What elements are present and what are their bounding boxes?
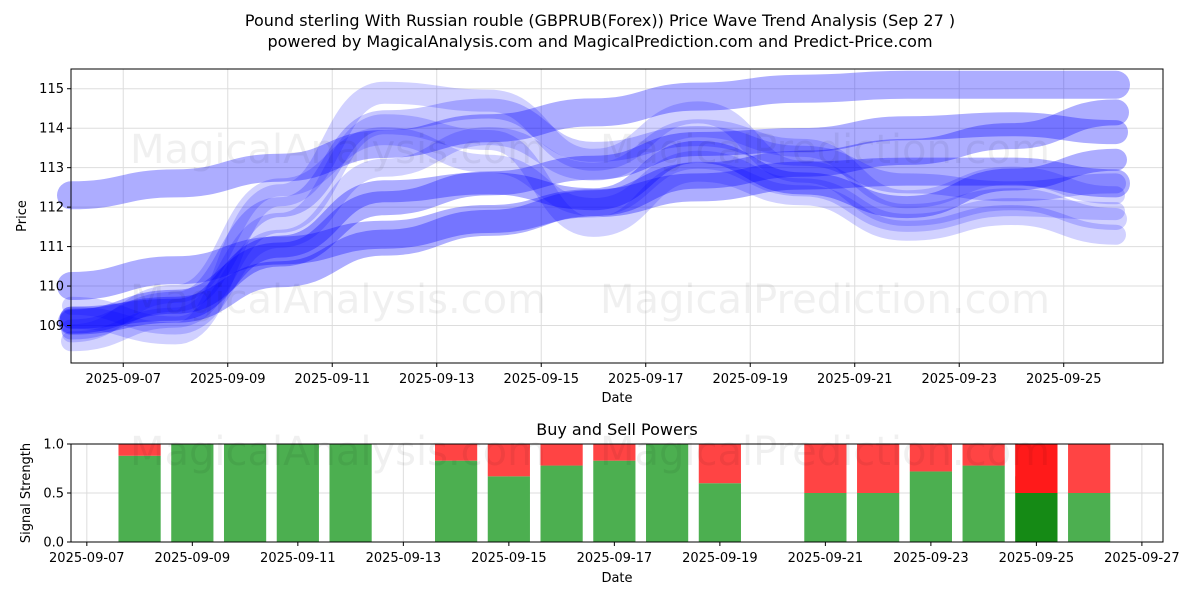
price-x-tick-label: 2025-09-23 bbox=[921, 372, 997, 387]
buy-bar bbox=[118, 455, 161, 542]
price-waves bbox=[57, 70, 1130, 352]
sell-bar bbox=[487, 444, 530, 477]
sell-bar bbox=[698, 444, 741, 484]
price-x-ticks: 2025-09-07 2025-09-09 2025-09-11 2025-09-13… bbox=[85, 363, 1102, 387]
price-wave-wave-10 bbox=[62, 127, 1125, 343]
price-x-tick-label: 2025-09-13 bbox=[399, 372, 475, 387]
price-y-tick-label: 112 bbox=[39, 201, 64, 216]
sell-bar bbox=[804, 444, 847, 493]
price-x-tick-label: 2025-09-11 bbox=[294, 372, 370, 387]
watermark-left-mid: MagicalAnalysis.com bbox=[130, 277, 546, 323]
signal-x-tick-label: 2025-09-13 bbox=[366, 551, 442, 566]
buy-bar bbox=[646, 444, 689, 542]
watermark-right-mid: MagicalPrediction.com bbox=[600, 277, 1050, 323]
price-y-axis-label: Price bbox=[15, 200, 30, 232]
sell-bar bbox=[118, 444, 161, 456]
price-x-tick-label: 2025-09-17 bbox=[608, 372, 684, 387]
price-x-tick-label: 2025-09-21 bbox=[817, 372, 893, 387]
price-y-ticks: 109 110 111 112 113 114 115 bbox=[39, 82, 71, 334]
signal-x-tick-label: 2025-09-09 bbox=[155, 551, 231, 566]
price-wave-wave-2 bbox=[57, 157, 1130, 300]
price-x-tick-label: 2025-09-09 bbox=[190, 372, 266, 387]
price-y-tick-label: 109 bbox=[39, 319, 64, 334]
buy-bar bbox=[223, 444, 267, 542]
price-wave-wave-8 bbox=[61, 114, 1126, 352]
price-grid bbox=[71, 69, 1163, 363]
price-x-tick-label: 2025-09-15 bbox=[503, 372, 579, 387]
chart-title-line1: Pound sterling With Russian rouble (GBPR… bbox=[245, 11, 955, 30]
price-wave-wave-7 bbox=[60, 81, 1127, 345]
signal-bars bbox=[118, 444, 1111, 542]
price-y-tick-label: 113 bbox=[39, 161, 64, 176]
signal-x-ticks: 2025-09-07 2025-09-09 2025-09-11 2025-09-13… bbox=[49, 542, 1180, 566]
price-x-tick-label: 2025-09-25 bbox=[1026, 372, 1102, 387]
buy-bar bbox=[593, 460, 636, 542]
sell-bar bbox=[909, 444, 952, 472]
signal-x-tick-label: 2025-09-11 bbox=[260, 551, 336, 566]
price-x-axis-label: Date bbox=[601, 391, 632, 406]
price-wave-wave-4 bbox=[59, 112, 1128, 334]
price-y-tick-label: 111 bbox=[39, 240, 64, 255]
buy-bar bbox=[487, 476, 530, 542]
price-wave-wave-3 bbox=[58, 99, 1129, 335]
price-wave-wave-5 bbox=[60, 140, 1127, 329]
price-wave-wave-6 bbox=[61, 98, 1126, 340]
price-x-tick-label: 2025-09-07 bbox=[85, 372, 161, 387]
buy-bar bbox=[276, 444, 319, 542]
price-wave-wave-9 bbox=[62, 119, 1125, 335]
price-x-tick-label: 2025-09-19 bbox=[712, 372, 788, 387]
strong-sell-bar bbox=[1015, 444, 1058, 493]
buy-bar bbox=[329, 444, 372, 542]
price-wave-wave-1 bbox=[57, 70, 1130, 210]
sell-bar bbox=[435, 444, 478, 461]
sell-bar bbox=[1068, 444, 1111, 493]
buy-bar bbox=[857, 493, 900, 542]
price-y-tick-label: 110 bbox=[39, 280, 64, 295]
watermark-right-bottom: MagicalPrediction.com bbox=[600, 429, 1050, 475]
buy-bar bbox=[804, 493, 847, 542]
sell-bar bbox=[540, 444, 583, 466]
sell-bar bbox=[962, 444, 1005, 466]
watermark-left-top: MagicalAnalysis.com bbox=[130, 127, 546, 173]
buy-bar bbox=[1068, 493, 1111, 542]
signal-y-axis-label: Signal Strength bbox=[19, 443, 34, 543]
buy-bar bbox=[698, 483, 741, 542]
signal-x-tick-label: 2025-09-07 bbox=[49, 551, 125, 566]
signal-x-tick-label: 2025-09-19 bbox=[682, 551, 758, 566]
buy-bar bbox=[909, 471, 952, 542]
sell-bar bbox=[593, 444, 636, 461]
signal-x-tick-label: 2025-09-27 bbox=[1104, 551, 1180, 566]
buy-bar bbox=[435, 460, 478, 542]
price-plot-frame bbox=[70, 68, 1164, 364]
signal-x-axis-label: Date bbox=[601, 571, 632, 586]
watermark-right-top: MagicalPrediction.com bbox=[600, 127, 1050, 173]
buy-bar bbox=[171, 444, 214, 542]
signal-x-tick-label: 2025-09-25 bbox=[999, 551, 1075, 566]
price-y-tick-label: 114 bbox=[39, 122, 64, 137]
chart-title-line2: powered by MagicalAnalysis.com and Magic… bbox=[267, 32, 932, 51]
buy-bar bbox=[540, 465, 583, 542]
watermark-left-bottom: MagicalAnalysis.com bbox=[130, 429, 546, 475]
signal-x-tick-label: 2025-09-21 bbox=[788, 551, 864, 566]
strong-buy-bar bbox=[1015, 493, 1058, 542]
signal-y-tick-label: 1.0 bbox=[43, 438, 64, 453]
signal-x-tick-label: 2025-09-23 bbox=[893, 551, 969, 566]
signal-x-tick-label: 2025-09-15 bbox=[471, 551, 547, 566]
price-y-tick-label: 115 bbox=[39, 82, 64, 97]
signal-y-tick-label: 0.5 bbox=[43, 487, 64, 502]
buy-bar bbox=[962, 465, 1005, 542]
signal-chart-title: Buy and Sell Powers bbox=[536, 420, 698, 439]
sell-bar bbox=[857, 444, 900, 493]
signal-x-tick-label: 2025-09-17 bbox=[577, 551, 653, 566]
signal-y-ticks: 0.0 0.5 1.0 bbox=[43, 438, 71, 551]
signal-y-tick-label: 0.0 bbox=[43, 536, 64, 551]
